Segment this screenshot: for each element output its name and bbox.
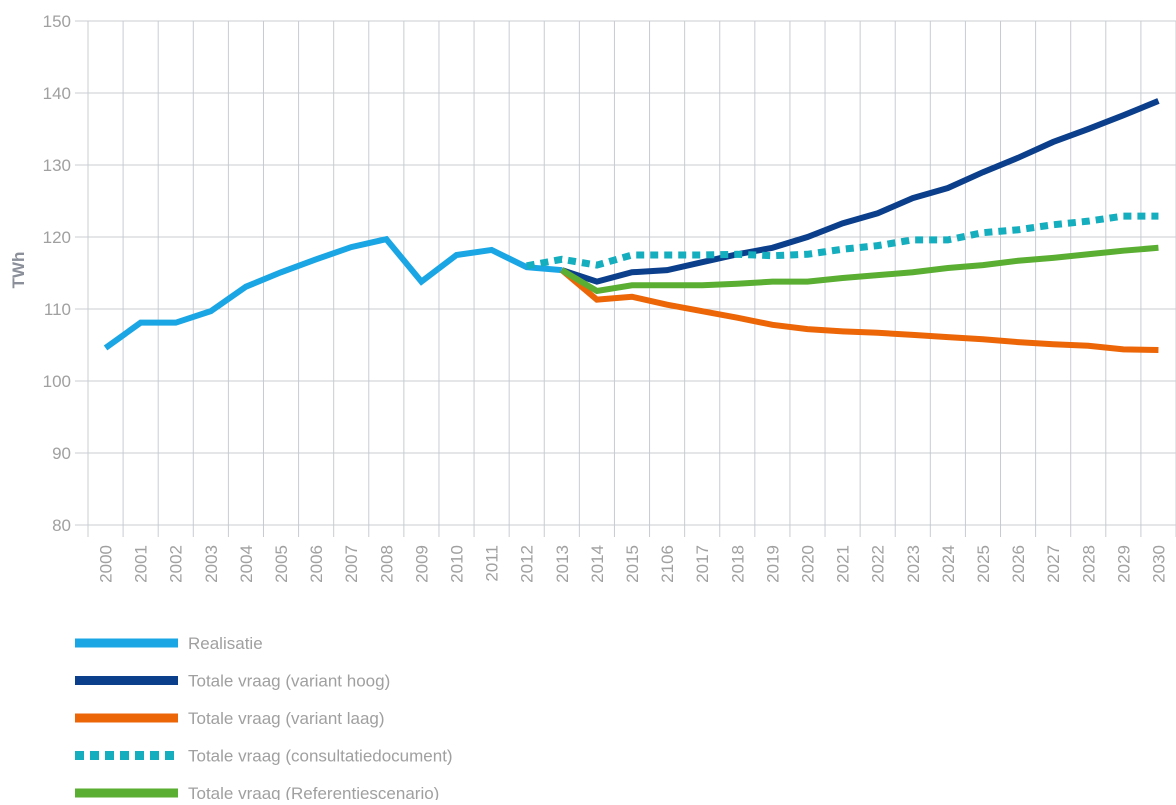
x-tick-label: 2012	[518, 545, 537, 583]
series-line	[560, 98, 1160, 285]
y-tick-label: 110	[44, 300, 71, 319]
x-tick-label: 2010	[448, 545, 467, 583]
x-tick-label: 2007	[342, 545, 361, 583]
x-tick-label: 2017	[693, 545, 712, 583]
x-tick-label: 2008	[377, 545, 396, 583]
x-tick-label: 2028	[1079, 545, 1098, 583]
x-tick-label: 2018	[728, 545, 747, 583]
x-tick-label: 2009	[412, 545, 431, 583]
x-tick-label: 2023	[904, 545, 923, 583]
series-line	[559, 267, 1159, 354]
y-tick-label: 150	[43, 12, 71, 31]
x-tick-label: 2005	[272, 545, 291, 583]
x-tick-label: 2001	[132, 545, 151, 583]
x-tick-label: 2014	[588, 545, 607, 583]
x-tick-label: 2006	[307, 545, 326, 583]
x-tick-label: 2030	[1149, 545, 1168, 583]
y-tick-label: 120	[43, 228, 71, 247]
x-tick-label: 2015	[623, 545, 642, 583]
x-tick-label: 2020	[798, 545, 817, 583]
legend-label: Totale vraag (Referentiescenario)	[188, 784, 439, 800]
x-tick-label: 2004	[237, 545, 256, 583]
y-tick-label: 80	[52, 516, 71, 535]
x-tick-label: 2027	[1044, 545, 1063, 583]
series-line	[103, 235, 563, 351]
x-tick-label: 2022	[869, 545, 888, 583]
x-tick-label: 2024	[939, 545, 958, 583]
y-axis-label: TWh	[9, 252, 28, 289]
x-tick-label: 2029	[1114, 545, 1133, 583]
y-tick-label: 90	[52, 444, 71, 463]
legend-label: Totale vraag (variant hoog)	[188, 672, 390, 691]
x-tick-label: 2025	[974, 545, 993, 583]
x-tick-label: 2026	[1009, 545, 1028, 583]
x-tick-label: 2021	[834, 545, 853, 583]
x-tick-label: 2019	[763, 545, 782, 583]
x-tick-label: 2013	[553, 545, 572, 583]
y-tick-label: 140	[43, 84, 71, 103]
x-tick-label: 2003	[202, 545, 221, 583]
series-line	[560, 244, 1159, 295]
x-tick-label: 2106	[658, 545, 677, 583]
y-tick-label: 100	[43, 372, 71, 391]
legend-label: Totale vraag (variant laag)	[188, 709, 385, 728]
x-tick-label: 2002	[167, 545, 186, 583]
x-tick-label: 2000	[97, 545, 116, 583]
y-tick-label: 130	[43, 156, 71, 175]
legend-label: Realisatie	[188, 634, 263, 653]
legend-label: Totale vraag (consultatiedocument)	[188, 747, 453, 766]
x-tick-label: 2011	[483, 545, 502, 582]
